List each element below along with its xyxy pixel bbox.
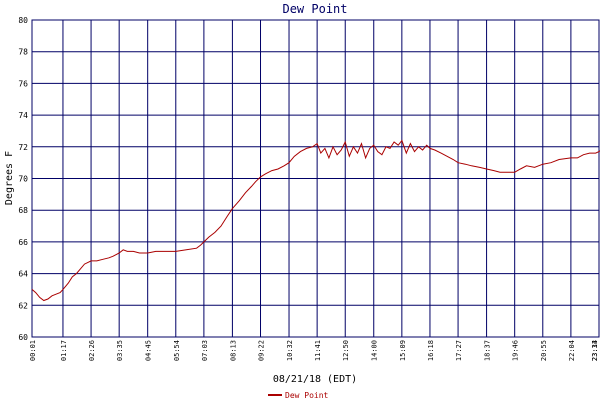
x-tick-label: 11:41 — [314, 340, 322, 361]
x-tick-label: 23:13 — [591, 340, 599, 361]
y-tick-label: 66 — [18, 238, 28, 247]
x-tick-label: 05:54 — [173, 340, 181, 361]
x-tick-label: 23:34 — [591, 340, 599, 361]
y-tick-label: 60 — [18, 333, 28, 342]
x-tick-label: 03:35 — [116, 340, 124, 361]
y-tick-label: 70 — [18, 175, 28, 184]
y-tick-label: 74 — [18, 111, 28, 120]
y-tick-label: 76 — [18, 79, 28, 88]
x-tick-label: 17:27 — [455, 340, 463, 361]
x-tick-label: 19:46 — [512, 340, 520, 361]
y-axis-label: Degrees F — [4, 151, 15, 205]
x-tick-label: 14:00 — [371, 340, 379, 361]
series-group — [31, 139, 600, 302]
x-tick-label: 10:32 — [286, 340, 294, 361]
x-tick-label: 16:18 — [427, 340, 435, 361]
y-tick-label: 72 — [18, 143, 28, 152]
y-tick-label: 78 — [18, 48, 28, 57]
y-tick-label: 68 — [18, 206, 28, 215]
legend: Dew Point — [268, 391, 329, 400]
y-tick-label: 80 — [18, 16, 28, 25]
y-tick-label: 62 — [18, 301, 28, 310]
x-tick-label: 02:26 — [88, 340, 96, 361]
x-tick-label: 09:22 — [258, 340, 266, 361]
plot-frame — [31, 19, 600, 338]
series-line-dew-point — [31, 139, 600, 302]
x-tick-label: 15:09 — [399, 340, 407, 361]
x-tick-label: 01:17 — [60, 340, 68, 361]
legend-label: Dew Point — [285, 391, 329, 400]
y-tick-label: 64 — [18, 270, 28, 279]
x-tick-label: 18:37 — [484, 340, 492, 361]
x-tick-label: 00:01 — [29, 340, 37, 361]
x-tick-labels: 00:01 01:17 02:26 03:35 04:45 05:54 07:03 08:13… — [29, 340, 599, 361]
x-tick-label: 12:50 — [342, 340, 350, 361]
y-tick-labels: 60 62 64 66 68 70 72 74 76 78 80 — [18, 16, 28, 342]
x-tick-label: 07:03 — [201, 340, 209, 361]
x-tick-label: 22:04 — [568, 340, 576, 361]
x-axis-label: 08/21/18 (EDT) — [273, 374, 357, 385]
x-tick-label: 20:55 — [540, 340, 548, 361]
x-tick-label: 04:45 — [145, 340, 153, 361]
x-tick-label: 08:13 — [229, 340, 237, 361]
chart-title: Dew Point — [282, 2, 347, 16]
